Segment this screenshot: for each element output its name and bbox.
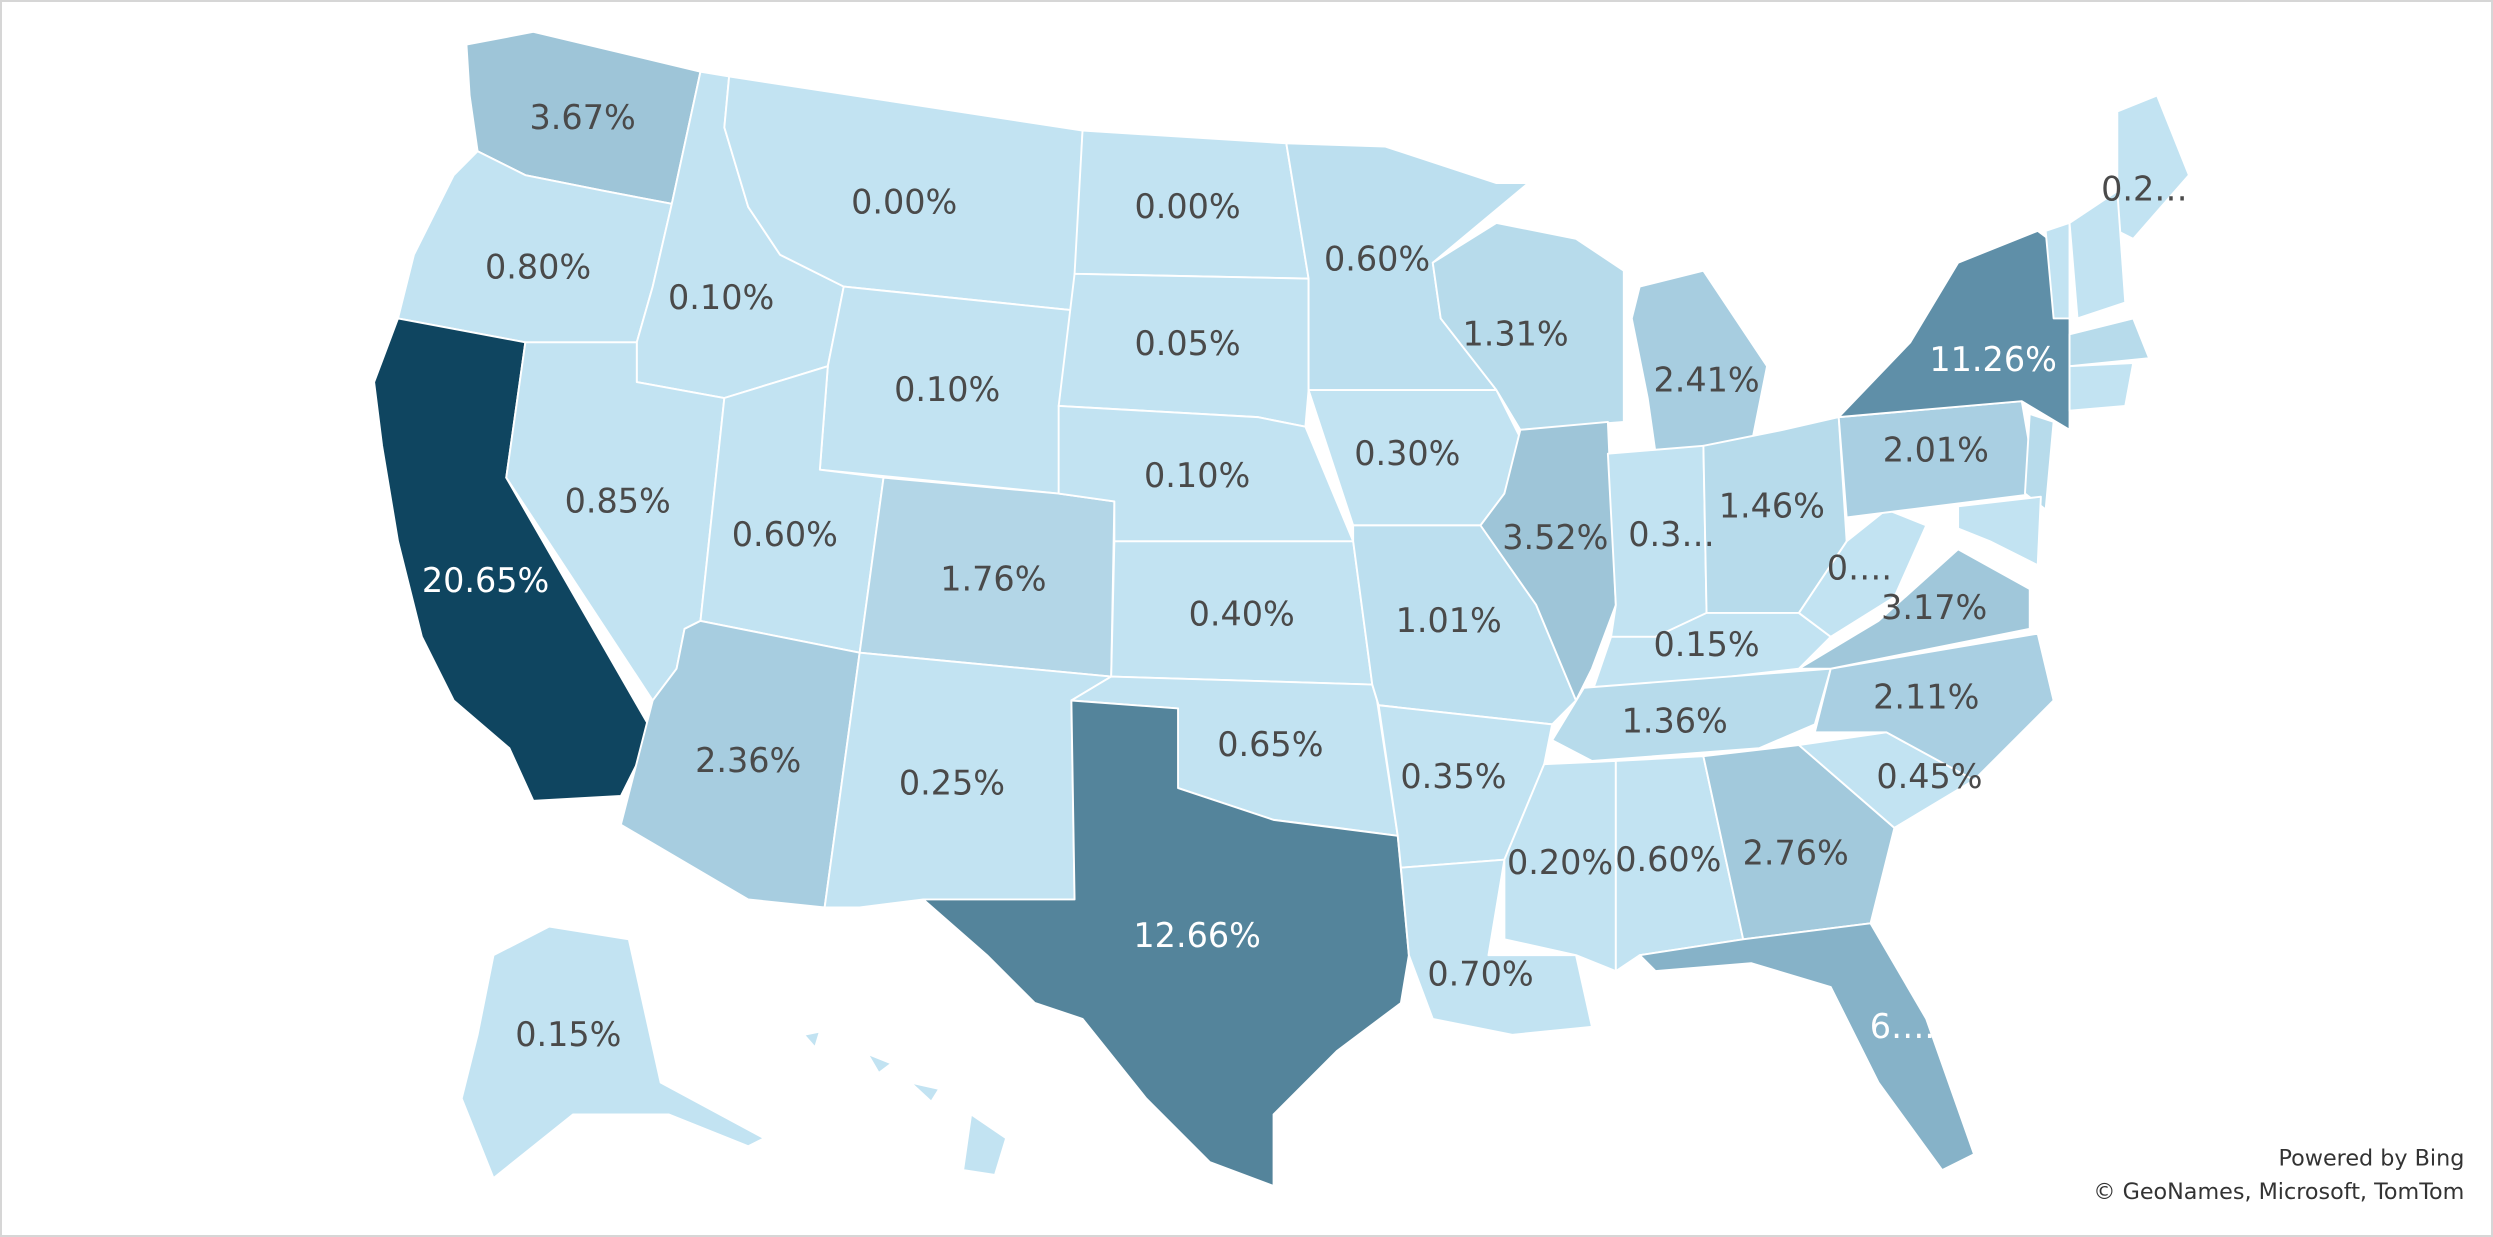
state-shape — [460, 925, 766, 1180]
state-shape — [909, 1081, 941, 1103]
state-label: 0.15% — [1653, 625, 1759, 664]
state-shape — [1431, 221, 1625, 431]
state-shape — [1797, 548, 2031, 670]
state-shape — [1797, 508, 1928, 638]
state-shape — [1702, 744, 1896, 941]
state-shape — [866, 1052, 893, 1074]
state-label: 0.00% — [851, 182, 957, 221]
state-label: 0.80% — [485, 248, 591, 287]
state-label: 0.10% — [1144, 456, 1250, 495]
state-shape — [802, 1030, 821, 1049]
state-label: 3.52% — [1502, 518, 1608, 557]
state-label: 0.60% — [732, 515, 838, 554]
state-shape — [2044, 221, 2071, 320]
state-shape — [2068, 317, 2151, 368]
state-labels: 3.67% 0.80% 20.65% 0.10% 0.85% 0.00% 0.1… — [422, 98, 2188, 1054]
state-label: 3.17% — [1881, 588, 1987, 627]
state-label: 2.11% — [1873, 677, 1979, 716]
state-label: 1.31% — [1462, 314, 1568, 353]
state-label: 2.36% — [695, 741, 801, 780]
state-label: 0.60% — [1324, 240, 1430, 279]
state-label: 6…. — [1870, 1007, 1935, 1046]
state-label: 0.85% — [565, 482, 671, 521]
state-label: 0.70% — [1427, 954, 1533, 993]
state-shape — [373, 317, 654, 802]
state-shape — [1957, 495, 2042, 567]
state-label: 0.2… — [2101, 170, 2188, 209]
state-shape — [1837, 229, 2071, 431]
state-label: 0.65% — [1217, 725, 1323, 764]
state-label: 2.41% — [1653, 361, 1759, 400]
state-label: 1.46% — [1719, 486, 1825, 525]
state-label: 20.65% — [422, 561, 549, 600]
state-shape — [2116, 94, 2190, 240]
credit-text: Powered by Bing — [2279, 1145, 2465, 1171]
state-label: 11.26% — [1929, 340, 2056, 379]
state-label: 0.35% — [1400, 757, 1506, 796]
state-label: 0.10% — [894, 370, 1000, 409]
state-label: 0.30% — [1354, 434, 1460, 473]
state-shapes — [373, 30, 2190, 1187]
state-label: 0.15% — [515, 1015, 621, 1054]
state-label: 0.00% — [1135, 187, 1241, 226]
state-label: 12.66% — [1133, 916, 1260, 955]
state-shape — [1399, 858, 1593, 1036]
state-label: 0…. — [1827, 548, 1892, 587]
state-label: 0.05% — [1135, 324, 1241, 363]
state-shape — [922, 699, 1410, 1187]
state-shape — [962, 1113, 1008, 1176]
state-label: 0.20% — [1507, 843, 1613, 882]
state-label: 2.01% — [1883, 431, 1989, 470]
state-label: 0.40% — [1189, 595, 1295, 634]
state-label: 0.25% — [899, 763, 1005, 802]
credit-text: © GeoNames, Microsoft, TomTom — [2093, 1179, 2464, 1205]
state-label: 0.10% — [668, 278, 774, 317]
state-label: 1.76% — [940, 560, 1046, 599]
state-label: 3.67% — [530, 98, 636, 137]
state-label: 0.3… — [1628, 515, 1715, 554]
state-shape — [1638, 922, 1975, 1172]
state-label: 2.76% — [1743, 833, 1849, 872]
state-shape — [2024, 412, 2055, 511]
state-shape — [2068, 190, 2127, 320]
state-label: 0.45% — [1876, 757, 1982, 796]
state-label: 0.60% — [1615, 840, 1721, 879]
state-shape — [818, 285, 1076, 495]
state-label: 1.01% — [1396, 601, 1502, 640]
state-shape — [1813, 632, 2055, 782]
state-label: 1.36% — [1622, 701, 1728, 740]
state-shape — [2068, 362, 2135, 412]
